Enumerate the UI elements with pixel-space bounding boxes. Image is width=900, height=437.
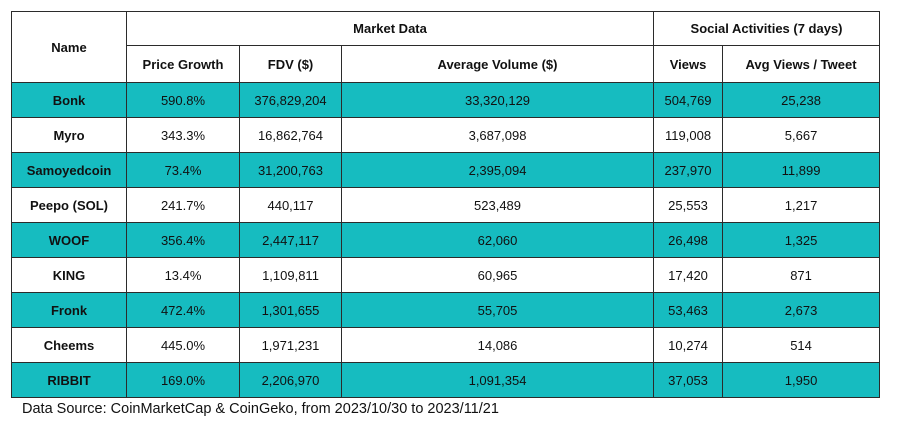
cell-views: 26,498 — [653, 222, 724, 258]
cell-name: Cheems — [11, 327, 127, 363]
cell-name: Peepo (SOL) — [11, 187, 127, 223]
cell-fdv: 1,971,231 — [239, 327, 342, 363]
cell-avg-views-tweet: 1,950 — [722, 362, 881, 398]
cell-fdv: 1,109,811 — [239, 257, 342, 293]
cell-price-growth: 472.4% — [126, 292, 240, 328]
cell-average-volume: 33,320,129 — [340, 82, 655, 118]
cell-average-volume: 2,395,094 — [340, 152, 655, 188]
header-average-volume: Average Volume ($) — [340, 45, 655, 83]
cell-name: RIBBIT — [11, 362, 127, 398]
cell-avg-views-tweet: 2,673 — [722, 292, 881, 328]
cell-views: 53,463 — [653, 292, 724, 328]
cell-name: KING — [11, 257, 127, 293]
cell-avg-views-tweet: 11,899 — [722, 152, 881, 188]
table-row: Cheems 445.0% 1,971,231 14,086 10,274 514 — [11, 327, 881, 363]
cell-price-growth: 343.3% — [126, 117, 240, 153]
header-fdv: FDV ($) — [239, 45, 342, 83]
table-row: RIBBIT 169.0% 2,206,970 1,091,354 37,053 1,95… — [11, 362, 881, 398]
table-body: Bonk 590.8% 376,829,204 33,320,129 504,769 25… — [11, 82, 881, 398]
header-name: Name — [11, 11, 127, 83]
cell-views: 119,008 — [653, 117, 724, 153]
cell-avg-views-tweet: 514 — [722, 327, 881, 363]
cell-average-volume: 62,060 — [340, 222, 655, 258]
cell-fdv: 2,206,970 — [239, 362, 342, 398]
cell-price-growth: 13.4% — [126, 257, 240, 293]
cell-name: Myro — [11, 117, 127, 153]
cell-views: 17,420 — [653, 257, 724, 293]
cell-average-volume: 3,687,098 — [340, 117, 655, 153]
cell-views: 504,769 — [653, 82, 724, 118]
cell-fdv: 16,862,764 — [239, 117, 342, 153]
cell-name: WOOF — [11, 222, 127, 258]
cell-avg-views-tweet: 25,238 — [722, 82, 881, 118]
cell-avg-views-tweet: 1,217 — [722, 187, 881, 223]
table-row: Fronk 472.4% 1,301,655 55,705 53,463 2,673 — [11, 292, 881, 328]
table-row: KING 13.4% 1,109,811 60,965 17,420 871 — [11, 257, 881, 293]
cell-views: 10,274 — [653, 327, 724, 363]
cell-avg-views-tweet: 1,325 — [722, 222, 881, 258]
cell-name: Bonk — [11, 82, 127, 118]
data-source-note: Data Source: CoinMarketCap & CoinGeko, f… — [22, 401, 499, 417]
table-row: Bonk 590.8% 376,829,204 33,320,129 504,769 25… — [11, 82, 881, 118]
cell-average-volume: 1,091,354 — [340, 362, 655, 398]
cell-average-volume: 60,965 — [340, 257, 655, 293]
memecoin-table-container: Name Market Data Social Activities (7 da… — [11, 11, 881, 398]
cell-views: 237,970 — [653, 152, 724, 188]
cell-average-volume: 523,489 — [340, 187, 655, 223]
cell-price-growth: 169.0% — [126, 362, 240, 398]
header-price-growth: Price Growth — [126, 45, 240, 83]
cell-price-growth: 241.7% — [126, 187, 240, 223]
header-row-columns: Price Growth FDV ($) Average Volume ($) … — [12, 45, 881, 83]
header-views: Views — [653, 45, 724, 83]
cell-price-growth: 73.4% — [126, 152, 240, 188]
cell-price-growth: 590.8% — [126, 82, 240, 118]
cell-price-growth: 356.4% — [126, 222, 240, 258]
cell-average-volume: 55,705 — [340, 292, 655, 328]
cell-avg-views-tweet: 871 — [722, 257, 881, 293]
cell-fdv: 31,200,763 — [239, 152, 342, 188]
header-social-activities: Social Activities (7 days) — [653, 11, 881, 46]
cell-price-growth: 445.0% — [126, 327, 240, 363]
table-row: Myro 343.3% 16,862,764 3,687,098 119,008 5,66… — [11, 117, 881, 153]
cell-fdv: 2,447,117 — [239, 222, 342, 258]
cell-avg-views-tweet: 5,667 — [722, 117, 881, 153]
table-row: Peepo (SOL) 241.7% 440,117 523,489 25,553 1,2… — [11, 187, 881, 223]
header-avg-views-tweet: Avg Views / Tweet — [722, 45, 881, 83]
header-market-data: Market Data — [125, 11, 655, 46]
cell-views: 37,053 — [653, 362, 724, 398]
table-row: WOOF 356.4% 2,447,117 62,060 26,498 1,325 — [11, 222, 881, 258]
cell-name: Samoyedcoin — [11, 152, 127, 188]
cell-fdv: 376,829,204 — [239, 82, 342, 118]
header-row-groups: Name Market Data Social Activities (7 da… — [11, 11, 881, 83]
memecoin-data-table: Name Market Data Social Activities (7 da… — [11, 11, 881, 398]
cell-average-volume: 14,086 — [340, 327, 655, 363]
cell-fdv: 440,117 — [239, 187, 342, 223]
cell-name: Fronk — [11, 292, 127, 328]
cell-fdv: 1,301,655 — [239, 292, 342, 328]
table-row: Samoyedcoin 73.4% 31,200,763 2,395,094 237,9… — [11, 152, 881, 188]
cell-views: 25,553 — [653, 187, 724, 223]
